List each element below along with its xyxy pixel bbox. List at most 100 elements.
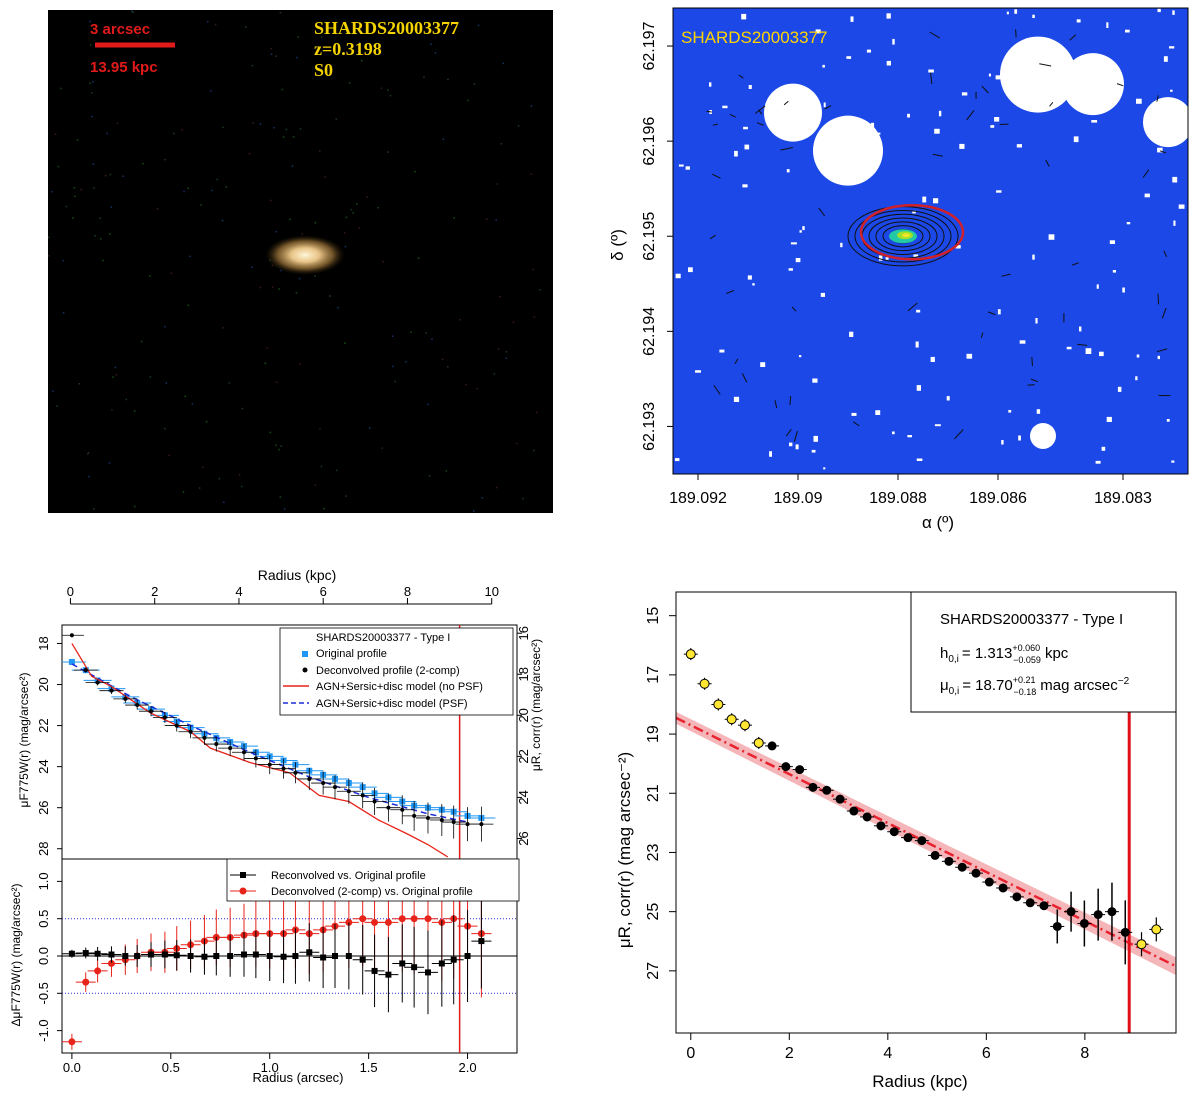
noise-pixel — [111, 206, 113, 208]
sky-speck — [745, 145, 750, 150]
noise-contour — [1032, 357, 1033, 366]
noise-pixel — [392, 366, 394, 368]
noise-pixel — [92, 116, 94, 118]
sky-speck — [1091, 120, 1097, 123]
excluded-point — [740, 721, 749, 730]
noise-pixel — [321, 466, 323, 468]
sky-speck — [1171, 461, 1174, 463]
noise-pixel — [117, 123, 119, 125]
fit-point — [863, 812, 872, 821]
sky-speck — [959, 144, 964, 149]
sky-speck — [1014, 9, 1017, 14]
reconv-diff-point — [306, 949, 312, 955]
sky-speck — [916, 342, 919, 348]
noise-pixel — [132, 12, 134, 14]
noise-pixel — [498, 348, 500, 350]
sky-speck — [939, 111, 941, 117]
map-x-tick-label: 189.09 — [774, 490, 823, 507]
mu-err-up: +0.21 — [1013, 675, 1036, 685]
fit-y-tick-label: 17 — [645, 666, 662, 684]
noise-pixel — [390, 95, 392, 97]
fit-y-tick-label: 21 — [645, 784, 662, 802]
noise-pixel — [52, 390, 54, 392]
noise-pixel — [116, 374, 118, 376]
noise-pixel — [79, 383, 81, 385]
sky-speck — [1136, 99, 1142, 104]
galaxy-image: 3 arcsec 13.95 kpc SHARDS20003377 z=0.31… — [48, 10, 553, 513]
sky-speck — [1179, 205, 1185, 209]
sky-speck — [922, 197, 926, 203]
upper-y-tick-label: 18 — [36, 636, 51, 650]
sky-speck — [867, 50, 871, 53]
noise-pixel — [286, 129, 288, 131]
mask-circle — [1030, 423, 1056, 449]
sky-speck — [686, 166, 690, 169]
noise-pixel — [299, 364, 301, 366]
noise-pixel — [369, 427, 371, 429]
noise-pixel — [296, 57, 298, 59]
fit-point — [822, 786, 831, 795]
sky-speck — [1145, 194, 1150, 198]
reconv-diff-point — [425, 969, 431, 975]
reconv-diff-point — [478, 938, 484, 944]
legend-marker-reconv — [240, 872, 246, 878]
noise-pixel — [336, 118, 338, 120]
noise-pixel — [425, 332, 427, 334]
noise-pixel — [315, 484, 317, 486]
h-err-down: −0.059 — [1013, 655, 1041, 665]
sky-speck — [1173, 221, 1175, 226]
sky-speck — [1018, 436, 1021, 441]
top-tick-label: 8 — [404, 584, 411, 599]
noise-pixel — [226, 186, 228, 188]
noise-pixel — [90, 44, 92, 46]
fit-confidence-band — [676, 712, 1176, 975]
noise-pixel — [281, 445, 283, 447]
noise-pixel — [131, 11, 133, 13]
legend-original: Original profile — [316, 648, 387, 660]
reconv-diff-point — [162, 952, 168, 958]
bottom-tick-label: 0.5 — [162, 1060, 180, 1075]
noise-pixel — [278, 449, 280, 451]
excluded-point — [1152, 925, 1161, 934]
lower-y-tick-label: 0.0 — [36, 947, 51, 965]
sky-speck — [796, 444, 799, 449]
sky-speck — [1125, 30, 1130, 33]
noise-pixel — [52, 191, 54, 193]
noise-contour — [1028, 385, 1035, 386]
reconv-diff-point — [69, 951, 75, 957]
sky-speck — [852, 413, 857, 416]
map-y-tick-label: 62.193 — [641, 402, 658, 451]
sky-speck — [1158, 356, 1160, 359]
h-symbol: h — [940, 645, 948, 662]
noise-pixel — [66, 206, 68, 208]
sky-speck — [823, 467, 825, 469]
sky-speck — [1122, 288, 1125, 293]
noise-pixel — [185, 396, 187, 398]
sky-speck — [840, 243, 842, 247]
noise-pixel — [324, 176, 326, 178]
noise-pixel — [63, 312, 65, 314]
sky-speck — [812, 379, 817, 383]
noise-pixel — [337, 307, 339, 309]
deconv-point — [84, 668, 88, 672]
object-name: SHARDS20003377 — [314, 18, 459, 38]
noise-pixel — [55, 133, 57, 135]
sky-speck — [1102, 447, 1106, 451]
deconv-point — [440, 818, 444, 822]
legend-psf: AGN+Sersic+disc model (PSF) — [316, 698, 468, 710]
noise-pixel — [345, 246, 347, 248]
noise-pixel — [74, 187, 76, 189]
top-tick-label: 0 — [67, 584, 74, 599]
fit-point — [1121, 928, 1130, 937]
noise-pixel — [102, 260, 104, 262]
noise-pixel — [497, 183, 499, 185]
deconv-point — [268, 763, 272, 767]
fit-point — [890, 827, 899, 836]
reconv-diff-point — [253, 952, 259, 958]
noise-pixel — [251, 267, 253, 269]
deconv-point — [479, 822, 483, 826]
sky-speck — [1007, 12, 1009, 15]
fit-point — [1080, 919, 1089, 928]
noise-pixel — [222, 127, 224, 129]
